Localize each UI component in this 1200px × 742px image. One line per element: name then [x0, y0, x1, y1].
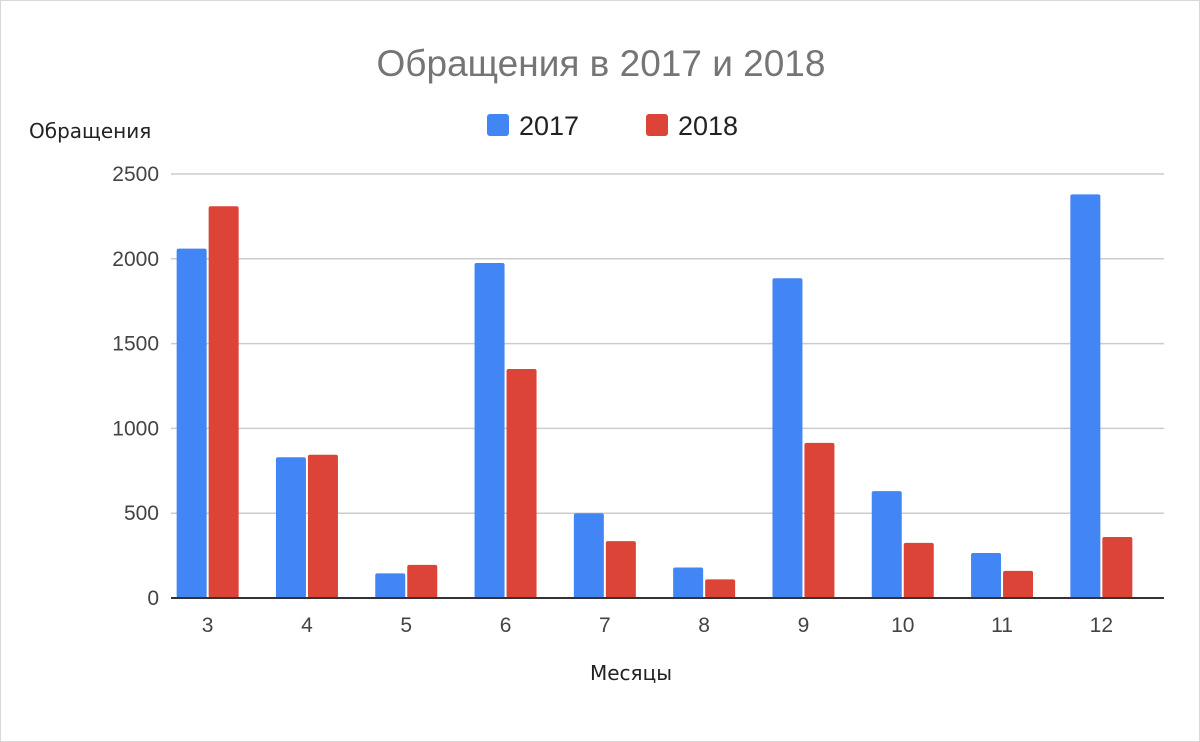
bar-2017-month-9: [772, 278, 803, 598]
bar-2018-month-10: [903, 542, 934, 598]
bar-2017-month-12: [1070, 194, 1101, 599]
legend-label-2018: 2018: [678, 111, 738, 141]
x-axis-ticks: 3 4 5 6 7 8 9 10 11 12: [202, 614, 1113, 637]
x-tick-label: 11: [991, 614, 1013, 637]
legend-label-2017: 2017: [519, 111, 579, 141]
x-tick-label: 6: [500, 614, 512, 637]
y-tick-label: 1000: [112, 417, 159, 440]
x-tick-label: 10: [891, 614, 914, 637]
gridlines: [171, 173, 1164, 514]
bar-2017-month-5: [375, 573, 406, 598]
bar-2018-month-3: [208, 206, 239, 598]
legend: 2017 2018: [487, 111, 738, 141]
y-tick-label: 500: [124, 502, 159, 525]
x-tick-label: 8: [698, 614, 710, 637]
bar-2018-month-6: [506, 369, 537, 598]
legend-swatch-2018: [646, 114, 668, 136]
x-axis-label: Месяцы: [590, 661, 672, 685]
y-axis-ticks: 0 500 1000 1500 2000 2500: [112, 163, 159, 610]
bar-2017-month-6: [474, 263, 505, 598]
bar-2017-month-10: [871, 491, 902, 598]
bars: [176, 194, 1133, 599]
bar-2017-month-7: [573, 513, 604, 598]
x-tick-label: 5: [400, 614, 412, 637]
y-tick-label: 2500: [112, 163, 159, 186]
bar-2018-month-12: [1102, 536, 1133, 598]
y-axis-label: Обращения: [29, 119, 151, 143]
legend-swatch-2017: [487, 114, 509, 136]
bar-2018-month-5: [407, 564, 438, 598]
y-tick-label: 1500: [112, 333, 159, 356]
bar-2017-month-4: [275, 457, 306, 598]
chart-title: Обращения в 2017 и 2018: [377, 43, 826, 84]
bar-2018-month-4: [307, 454, 338, 598]
x-tick-label: 12: [1090, 614, 1113, 637]
x-tick-label: 3: [202, 614, 214, 637]
bar-2018-month-9: [804, 442, 835, 598]
bar-2017-month-3: [176, 248, 207, 598]
bar-2017-month-11: [971, 553, 1002, 598]
bar-2018-month-7: [605, 541, 636, 598]
x-tick-label: 9: [798, 614, 810, 637]
bar-2017-month-8: [673, 567, 704, 598]
bar-2018-month-11: [1003, 570, 1034, 598]
bar-2018-month-8: [705, 579, 736, 598]
y-tick-label: 0: [147, 587, 159, 610]
x-tick-label: 7: [599, 614, 611, 637]
y-tick-label: 2000: [112, 248, 159, 271]
x-tick-label: 4: [301, 614, 313, 637]
